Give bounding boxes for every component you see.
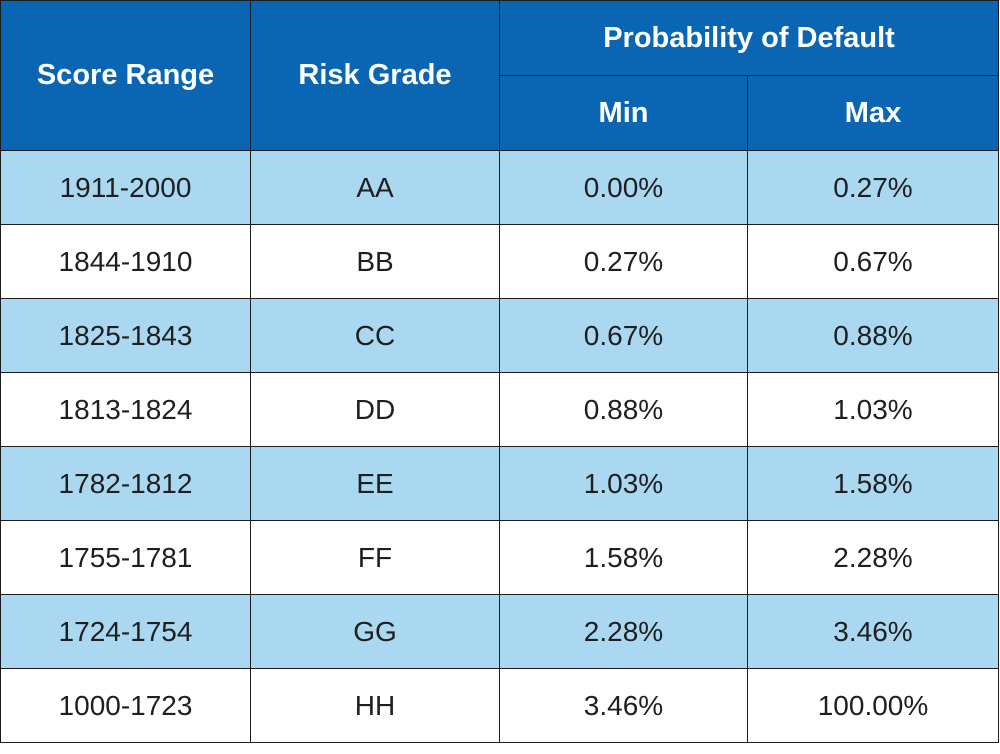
table-row: 1000-1723 HH 3.46% 100.00% xyxy=(0,668,1000,743)
table-row: 1724-1754 GG 2.28% 3.46% xyxy=(0,594,1000,669)
table-header: Score Range Risk Grade Probability of De… xyxy=(0,0,1000,151)
cell-score-range: 1844-1910 xyxy=(0,224,251,299)
cell-probability-max: 1.03% xyxy=(746,372,1000,447)
cell-score-range: 1000-1723 xyxy=(0,668,251,743)
cell-score-range: 1782-1812 xyxy=(0,446,251,521)
table-row: 1813-1824 DD 0.88% 1.03% xyxy=(0,372,1000,447)
cell-probability-min: 0.67% xyxy=(499,298,748,373)
cell-probability-min: 2.28% xyxy=(499,594,748,669)
cell-probability-min: 1.58% xyxy=(499,520,748,595)
cell-risk-grade: GG xyxy=(250,594,500,669)
cell-risk-grade: DD xyxy=(250,372,500,447)
cell-probability-max: 3.46% xyxy=(746,594,1000,669)
cell-probability-min: 0.27% xyxy=(499,224,748,299)
cell-risk-grade: AA xyxy=(250,150,500,225)
header-min: Min xyxy=(499,75,748,151)
table-row: 1755-1781 FF 1.58% 2.28% xyxy=(0,520,1000,595)
cell-probability-max: 0.27% xyxy=(746,150,1000,225)
cell-probability-max: 2.28% xyxy=(746,520,1000,595)
cell-probability-min: 1.03% xyxy=(499,446,748,521)
table-body: 1911-2000 AA 0.00% 0.27% 1844-1910 BB 0.27% 0.6… xyxy=(0,150,1000,743)
cell-score-range: 1911-2000 xyxy=(0,150,251,225)
cell-risk-grade: CC xyxy=(250,298,500,373)
header-probability-of-default: Probability of Default xyxy=(498,0,1000,76)
cell-score-range: 1825-1843 xyxy=(0,298,251,373)
cell-risk-grade: FF xyxy=(250,520,500,595)
cell-probability-min: 0.00% xyxy=(499,150,748,225)
cell-score-range: 1755-1781 xyxy=(0,520,251,595)
cell-probability-max: 100.00% xyxy=(746,668,1000,743)
cell-risk-grade: HH xyxy=(250,668,500,743)
table-row: 1825-1843 CC 0.67% 0.88% xyxy=(0,298,1000,373)
cell-probability-min: 3.46% xyxy=(499,668,748,743)
cell-score-range: 1813-1824 xyxy=(0,372,251,447)
header-row-sub: Min Max xyxy=(1,75,1000,151)
header-row-top: Score Range Risk Grade Probability of De… xyxy=(0,0,1000,151)
cell-probability-min: 0.88% xyxy=(499,372,748,447)
header-max: Max xyxy=(746,75,1000,151)
cell-risk-grade: BB xyxy=(250,224,500,299)
table-row: 1782-1812 EE 1.03% 1.58% xyxy=(0,446,1000,521)
cell-probability-max: 0.88% xyxy=(746,298,1000,373)
cell-probability-max: 0.67% xyxy=(746,224,1000,299)
table-row: 1911-2000 AA 0.00% 0.27% xyxy=(0,150,1000,225)
cell-probability-max: 1.58% xyxy=(746,446,1000,521)
table-row: 1844-1910 BB 0.27% 0.67% xyxy=(0,224,1000,299)
cell-score-range: 1724-1754 xyxy=(0,594,251,669)
header-risk-grade: Risk Grade xyxy=(250,0,500,151)
header-score-range: Score Range xyxy=(0,0,251,151)
cell-risk-grade: EE xyxy=(250,446,500,521)
